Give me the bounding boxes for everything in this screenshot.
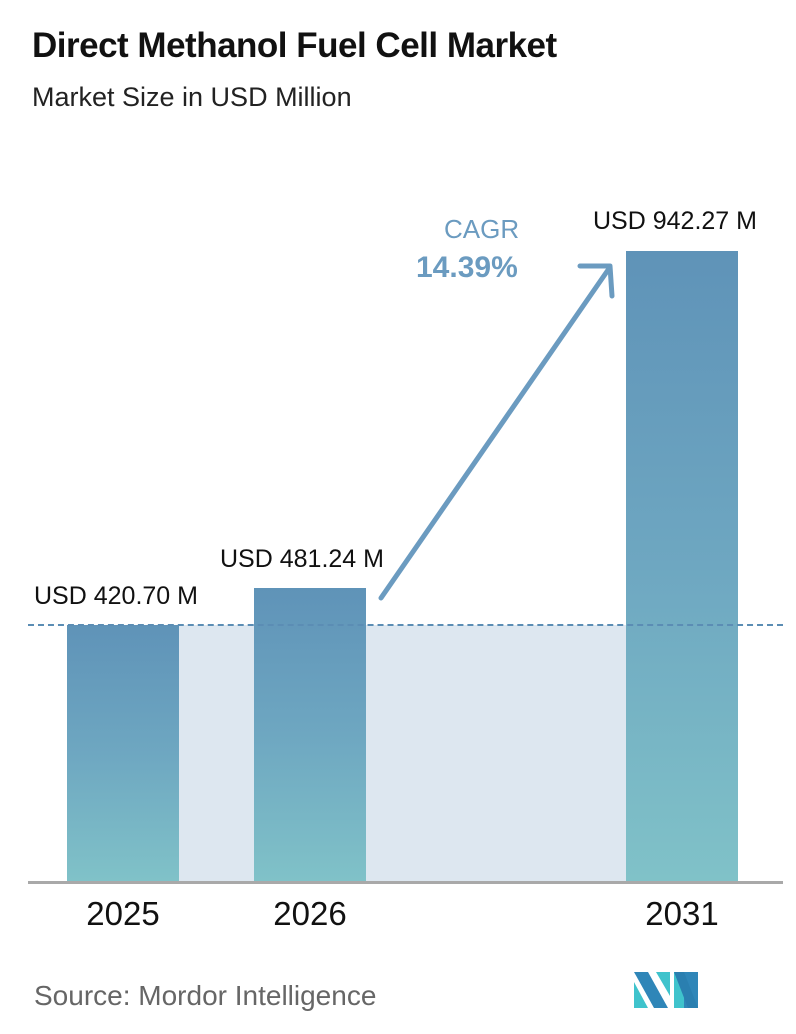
x-label-2026: 2026: [273, 895, 347, 932]
bar-2026: [254, 588, 366, 882]
bar-2031: [626, 251, 738, 882]
value-label-2026: USD 481.24 M: [220, 545, 384, 573]
chart-title: Direct Methanol Fuel Cell Market: [32, 26, 557, 65]
mordor-intelligence-logo-icon: [634, 972, 698, 1008]
x-label-2025: 2025: [86, 895, 160, 932]
source-text: Source: Mordor Intelligence: [34, 980, 377, 1011]
value-label-2031: USD 942.27 M: [593, 207, 757, 235]
x-label-2031: 2031: [645, 895, 719, 932]
x-axis-line: [28, 881, 783, 884]
cagr-value: 14.39%: [416, 251, 518, 284]
cagr-label: CAGR: [444, 214, 520, 244]
bar-2025: [67, 625, 179, 882]
reference-dashed-line: [28, 624, 783, 626]
value-label-2025: USD 420.70 M: [34, 582, 198, 610]
chart-subtitle: Market Size in USD Million: [32, 82, 352, 112]
